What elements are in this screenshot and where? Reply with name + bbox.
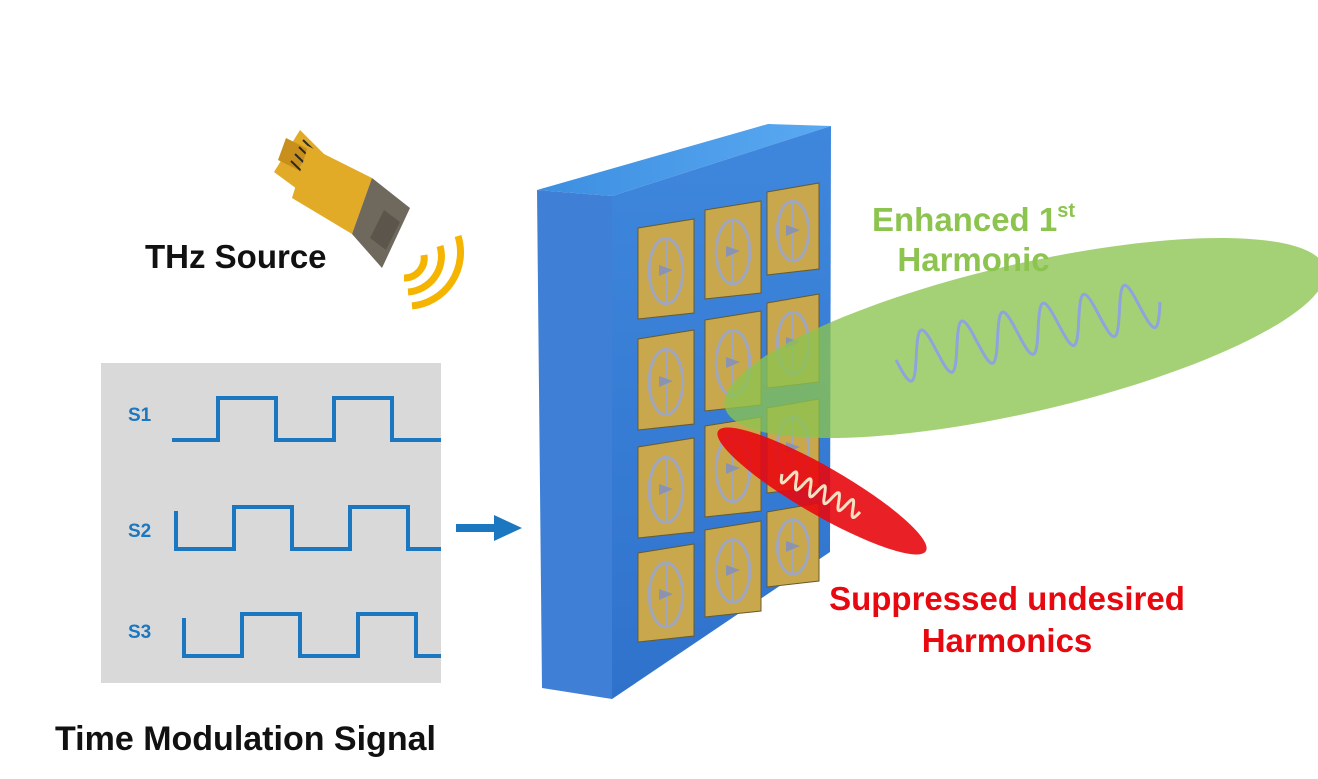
signal-s3-waveform <box>182 612 441 658</box>
signal-s1-waveform <box>172 396 441 442</box>
unit-cell <box>637 543 695 643</box>
signal-s1-label: S1 <box>128 405 152 426</box>
enhanced-beam <box>724 238 1318 438</box>
signal-s2-waveform <box>174 505 441 551</box>
enhanced-harmonic-label: Enhanced 1st Harmonic <box>872 191 1075 280</box>
suppressed-harmonics-label: Suppressed undesired Harmonics <box>812 578 1202 662</box>
enhanced-line1: Enhanced 1 <box>872 201 1058 238</box>
signal-s3-label: S3 <box>128 622 152 643</box>
thz-source-label: THz Source <box>145 238 327 275</box>
suppressed-beam <box>717 427 927 555</box>
unit-cell <box>637 329 695 431</box>
unit-cell <box>704 200 762 300</box>
enhanced-sup: st <box>1057 200 1076 222</box>
suppressed-wave <box>779 470 862 519</box>
wave-emission-icon <box>403 234 464 310</box>
time-modulation-panel <box>101 363 441 683</box>
enhanced-line2: Harmonic <box>897 241 1050 278</box>
arrow-icon <box>456 515 522 541</box>
suppressed-line1: Suppressed undesired <box>829 580 1185 617</box>
enhanced-wave <box>894 283 1162 383</box>
unit-cell <box>766 182 820 276</box>
suppressed-line2: Harmonics <box>921 622 1093 659</box>
thz-source-icon <box>274 130 410 268</box>
unit-cell <box>637 437 695 539</box>
time-modulation-label: Time Modulation Signal <box>55 720 436 758</box>
unit-cell <box>704 520 762 618</box>
signal-s2-label: S2 <box>128 521 152 542</box>
unit-cell <box>766 502 820 588</box>
unit-cell <box>637 218 695 320</box>
